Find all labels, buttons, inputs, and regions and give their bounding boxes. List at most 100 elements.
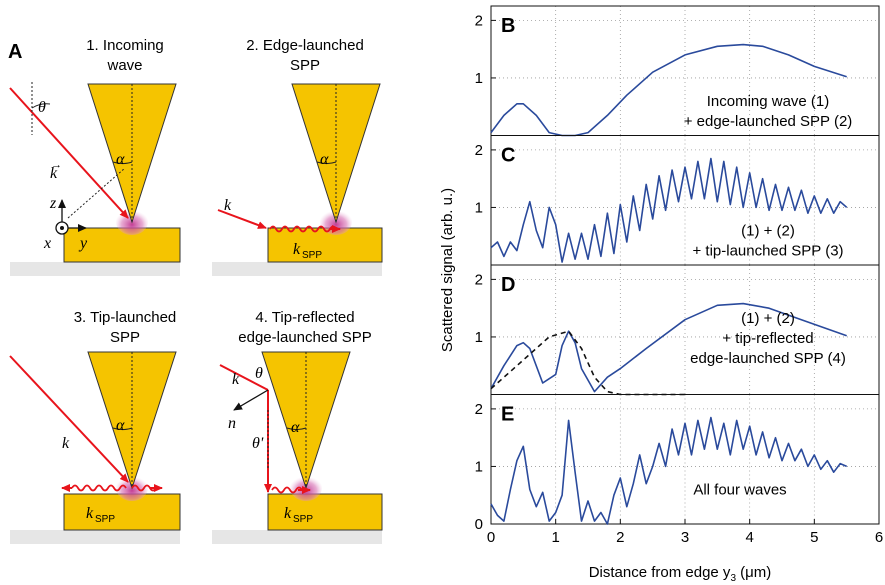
k-label: k xyxy=(232,371,240,388)
alpha-label: α xyxy=(291,419,300,436)
subpanel-1-title-1: 1. Incoming xyxy=(86,37,164,54)
incident-wave-arrow xyxy=(217,209,267,229)
panel-a-letter: A xyxy=(8,41,22,63)
y-tick-label: 1 xyxy=(475,70,483,87)
n-label: n xyxy=(228,415,236,432)
series-line-1 xyxy=(490,302,847,393)
panel-annotation: + edge-launched SPP (2) xyxy=(684,113,853,130)
path-line xyxy=(67,167,126,219)
y-tick-label: 0 xyxy=(475,516,483,533)
subpanel-3-title-2: SPP xyxy=(110,329,140,346)
y-label: y xyxy=(78,235,88,252)
alpha-label: α xyxy=(116,151,125,168)
x-tick-label: 0 xyxy=(487,529,495,546)
panel-annotation: edge-launched SPP (4) xyxy=(690,350,846,367)
k-label: k xyxy=(224,197,232,214)
alpha-label: α xyxy=(320,151,329,168)
substrate xyxy=(212,262,382,276)
subpanel-4: 4. Tip-reflected edge-launched SPP α k n… xyxy=(212,309,383,544)
spp-wave xyxy=(271,486,303,494)
subpanel-4-title-2: edge-launched SPP xyxy=(238,329,371,346)
panel-annotation: (1) + (2) xyxy=(741,223,795,240)
y-tick-label: 1 xyxy=(475,458,483,475)
k-label: k xyxy=(62,435,70,452)
subpanel-2-title-1: 2. Edge-launched xyxy=(246,37,364,54)
incident-wave-arrow xyxy=(9,87,129,219)
series-line-1 xyxy=(490,157,848,263)
x-tick-label: 2 xyxy=(616,529,624,546)
kspp-label: k xyxy=(293,241,301,258)
kspp-subscript: SPP xyxy=(293,514,313,525)
y-axis-title: Scattered signal (arb. u.) xyxy=(439,188,456,352)
subpanel-1-title-2: wave xyxy=(106,57,142,74)
substrate xyxy=(10,262,180,276)
spp-wave-right xyxy=(131,484,157,492)
panel-letter: C xyxy=(501,145,515,167)
kspp-subscript: SPP xyxy=(302,250,322,261)
k-label: k xyxy=(50,165,58,182)
incident-wave-arrow xyxy=(9,355,129,483)
x-axis-dot xyxy=(60,226,64,230)
panel-annotation: + tip-reflected xyxy=(722,330,813,347)
x-axis-title: Distance from edge y3 (μm) xyxy=(589,564,772,584)
stacked-line-chart: 1 2 B Incoming wave (1) + edge-launched SPP … xyxy=(475,5,883,546)
chart-panel-e: 0 1 2 E All four waves xyxy=(475,394,880,533)
x-tick-label: 4 xyxy=(745,529,753,546)
y-tick-label: 1 xyxy=(475,329,483,346)
chart-panel-c: 1 2 C (1) + (2) + tip-launched SPP (3) xyxy=(475,135,880,266)
incident-ray xyxy=(219,364,269,391)
panel-annotation: (1) + (2) xyxy=(741,310,795,327)
alpha-arc xyxy=(112,427,133,430)
gold-film xyxy=(267,493,383,531)
kspp-subscript: SPP xyxy=(95,514,115,525)
k-vector-arrow: → xyxy=(51,159,62,171)
alpha-arc xyxy=(316,161,337,164)
subpanel-1: 1. Incoming wave α θ k → z x y xyxy=(9,37,181,276)
x-tick-label: 1 xyxy=(551,529,559,546)
alpha-arc xyxy=(112,161,133,164)
theta-prime-label: θ' xyxy=(252,435,264,452)
x-tick-label: 6 xyxy=(875,529,883,546)
x-tick-label: 5 xyxy=(810,529,818,546)
theta-arc xyxy=(31,103,51,109)
panel-annotation: + tip-launched SPP (3) xyxy=(692,243,843,260)
subpanel-3-title-1: 3. Tip-launched xyxy=(74,309,177,326)
substrate xyxy=(10,530,180,544)
subpanel-4-title-1: 4. Tip-reflected xyxy=(255,309,354,326)
y-tick-label: 2 xyxy=(475,142,483,159)
subpanel-2-title-2: SPP xyxy=(290,57,320,74)
substrate xyxy=(212,530,382,544)
panel-annotation: Incoming wave (1) xyxy=(707,93,830,110)
gold-film xyxy=(63,227,181,263)
normal-arrow xyxy=(233,389,269,411)
series-line-1 xyxy=(490,43,847,137)
y-tick-label: 2 xyxy=(475,12,483,29)
chart-panel-b: 1 2 B Incoming wave (1) + edge-launched SPP … xyxy=(475,5,880,137)
series-line-1 xyxy=(490,416,848,525)
kspp-label: k xyxy=(86,505,94,522)
z-label: z xyxy=(49,195,57,212)
theta-label: θ xyxy=(255,365,263,382)
y-tick-label: 1 xyxy=(475,199,483,216)
panel-letter: D xyxy=(501,274,515,296)
chart-panel-d: 1 2 D (1) + (2) + tip-reflected edge-launched… xyxy=(475,264,880,396)
gold-film xyxy=(63,493,181,531)
alpha-label: α xyxy=(116,417,125,434)
x-tick-label: 3 xyxy=(681,529,689,546)
panel-letter: E xyxy=(501,404,514,426)
spp-wave xyxy=(269,225,337,233)
subpanel-3: 3. Tip-launched SPP α k k SPP xyxy=(9,309,181,544)
spp-wave-left xyxy=(71,484,127,492)
y-tick-label: 2 xyxy=(475,401,483,418)
alpha-arc xyxy=(286,427,307,430)
kspp-label: k xyxy=(284,505,292,522)
panel-letter: B xyxy=(501,15,515,37)
y-tick-label: 2 xyxy=(475,271,483,288)
theta-label: θ xyxy=(38,99,46,116)
panel-annotation: All four waves xyxy=(693,482,786,499)
x-label: x xyxy=(43,235,51,252)
panel-a: A 1. Incoming wave α θ k → z x y xyxy=(8,37,383,544)
series-line-2 xyxy=(490,330,685,396)
subpanel-2: 2. Edge-launched SPP α k k SPP xyxy=(212,37,383,276)
